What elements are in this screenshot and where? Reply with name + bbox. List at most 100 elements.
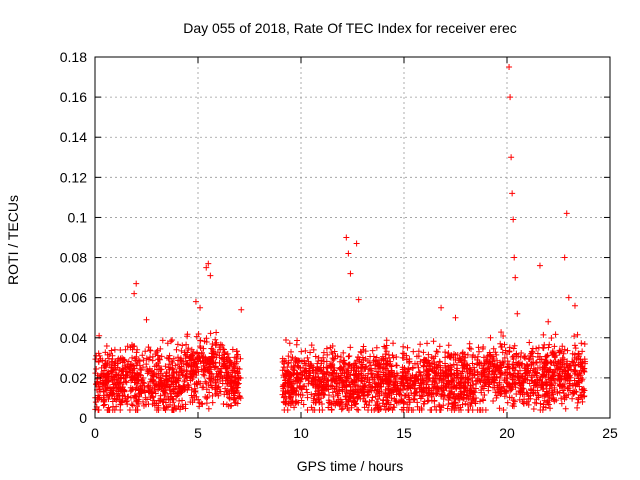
dense-point — [465, 379, 472, 386]
dense-point — [459, 349, 466, 356]
data-point — [343, 368, 350, 375]
dense-point — [126, 369, 133, 376]
dense-point — [388, 363, 395, 370]
dense-point — [310, 364, 317, 371]
dense-point — [353, 363, 360, 370]
dense-point — [233, 348, 240, 355]
dense-point — [558, 383, 565, 390]
dense-point — [543, 369, 550, 376]
dense-point — [385, 351, 392, 358]
data-point — [116, 380, 123, 387]
dense-point — [330, 366, 337, 373]
y-tick-label: 0.14 — [60, 129, 87, 145]
dense-point — [167, 338, 174, 345]
dense-point — [447, 394, 454, 401]
dense-point — [309, 406, 316, 413]
dense-point — [403, 352, 410, 359]
dense-point — [407, 384, 414, 391]
dense-point — [320, 349, 327, 356]
dense-point — [454, 365, 461, 372]
dense-point — [528, 350, 535, 357]
dense-point — [357, 395, 364, 402]
dense-point — [234, 351, 241, 358]
dense-point — [501, 341, 508, 348]
dense-point — [448, 370, 455, 377]
dense-point — [302, 347, 309, 354]
dense-point — [521, 353, 528, 360]
dense-point — [109, 352, 116, 359]
dense-point — [545, 394, 552, 401]
dense-point — [461, 361, 468, 368]
dense-point — [361, 388, 368, 395]
dense-point — [480, 377, 487, 384]
dense-point — [129, 385, 136, 392]
dense-point — [145, 388, 152, 395]
dense-point — [549, 349, 556, 356]
data-point — [512, 274, 519, 281]
dense-point — [228, 390, 235, 397]
dense-point — [315, 354, 322, 361]
axis-ticks: 0 0.02 0.04 0.06 0.08 0.1 0.12 0.14 0.16 0.18 0 5 10… — [60, 49, 618, 441]
dense-point — [331, 355, 338, 362]
dense-point — [170, 386, 177, 393]
dense-point — [178, 347, 185, 354]
dense-point — [192, 388, 199, 395]
dense-point — [431, 403, 438, 410]
dense-point — [373, 344, 380, 351]
dense-point — [308, 391, 315, 398]
dense-point — [561, 356, 568, 363]
dense-point — [506, 371, 513, 378]
dense-point — [228, 359, 235, 366]
dense-point — [352, 400, 359, 407]
dense-point — [304, 406, 311, 413]
dense-point — [357, 348, 364, 355]
data-point — [565, 294, 572, 301]
dense-point — [420, 385, 427, 392]
dense-point — [579, 376, 586, 383]
dense-point — [157, 345, 164, 352]
data-point — [182, 372, 189, 379]
dense-point — [466, 365, 473, 372]
dense-point — [215, 392, 222, 399]
dense-point — [312, 353, 319, 360]
dense-point — [96, 352, 103, 359]
dense-point — [571, 342, 578, 349]
dense-point — [479, 383, 486, 390]
x-tick-label: 5 — [194, 425, 202, 441]
dense-point — [424, 398, 431, 405]
dense-point — [383, 337, 390, 344]
dense-point — [405, 406, 412, 413]
dense-point — [516, 359, 523, 366]
data-point — [411, 378, 418, 385]
dense-point — [169, 406, 176, 413]
dense-point — [357, 370, 364, 377]
dense-point — [142, 394, 149, 401]
dense-point — [224, 355, 231, 362]
dense-point — [450, 400, 457, 407]
dense-point — [496, 405, 503, 412]
data-point — [205, 260, 212, 267]
dense-point — [234, 384, 241, 391]
dense-point — [146, 347, 153, 354]
dense-point — [516, 396, 523, 403]
dense-point — [169, 365, 176, 372]
dense-point — [524, 363, 531, 370]
dense-point — [205, 375, 212, 382]
dense-point — [189, 399, 196, 406]
dense-point — [496, 367, 503, 374]
dense-point — [283, 368, 290, 375]
dense-point — [288, 393, 295, 400]
dense-point — [502, 347, 509, 354]
data-point — [510, 216, 517, 223]
data-point — [386, 372, 393, 379]
x-tick-label: 25 — [602, 425, 618, 441]
dense-point — [382, 345, 389, 352]
dense-point — [559, 360, 566, 366]
dense-point — [457, 356, 464, 363]
dense-point — [417, 380, 424, 387]
data-point — [417, 372, 424, 379]
dense-point — [527, 392, 534, 399]
dense-point — [347, 344, 354, 351]
data-point — [176, 364, 183, 371]
